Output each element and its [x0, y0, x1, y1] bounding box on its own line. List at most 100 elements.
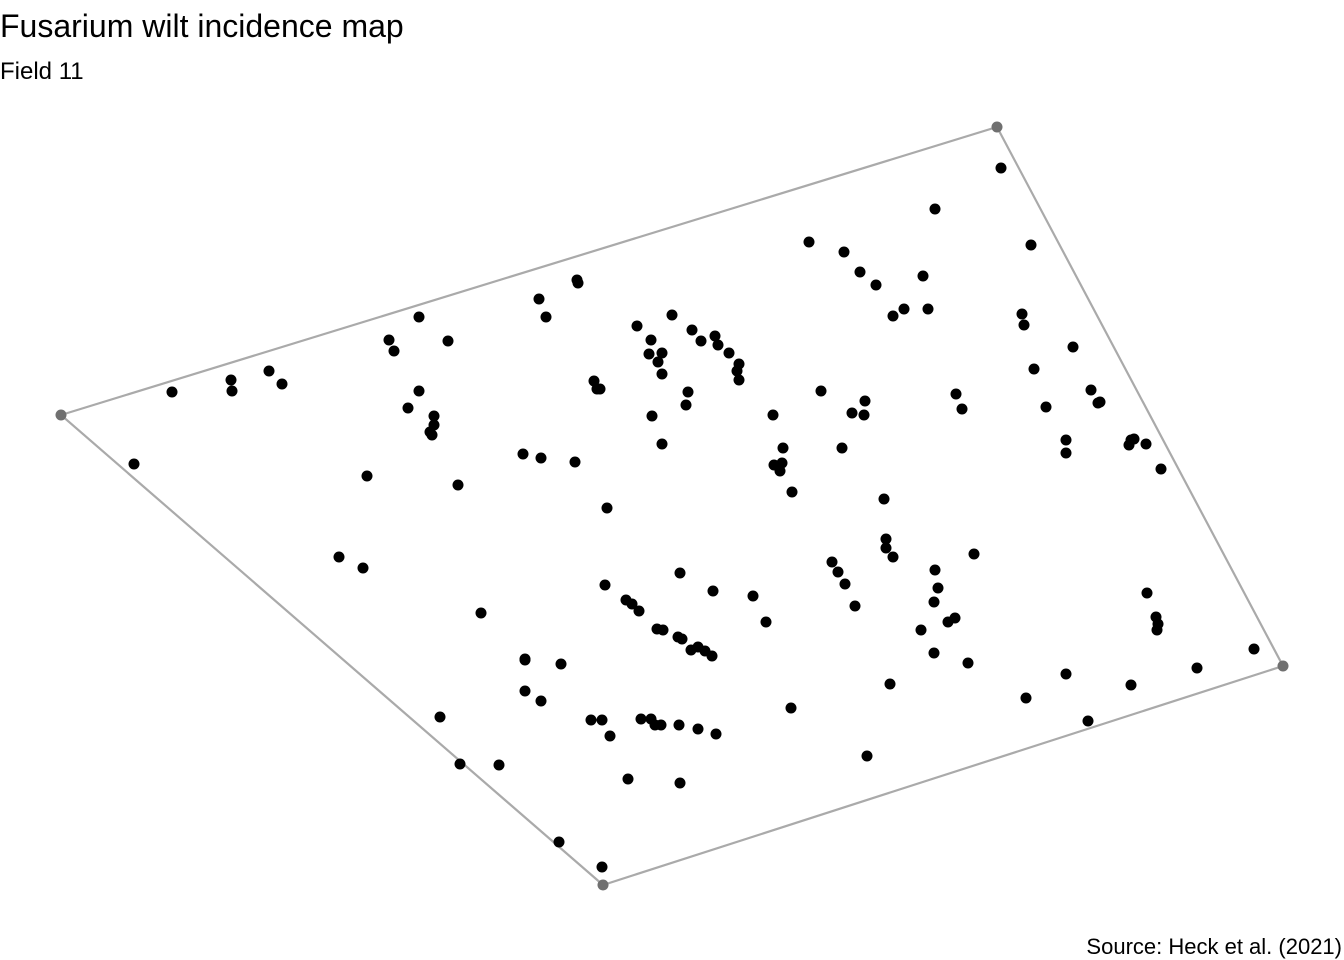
incidence-point-31: [643, 348, 655, 360]
incidence-point-44: [166, 386, 178, 398]
incidence-point-130: [596, 714, 608, 726]
incidence-point-1: [995, 162, 1007, 174]
incidence-point-34: [656, 368, 668, 380]
incidence-point-125: [519, 654, 531, 666]
incidence-point-30: [733, 374, 745, 386]
incidence-point-3: [803, 236, 815, 248]
incidence-point-5: [1025, 239, 1037, 251]
incidence-point-119: [676, 633, 688, 645]
incidence-point-102: [747, 590, 759, 602]
chart-subtitle: Field 11: [0, 58, 84, 85]
incidence-point-16: [413, 311, 425, 323]
incidence-point-91: [887, 551, 899, 563]
incidence-point-88: [878, 493, 890, 505]
incidence-point-23: [686, 324, 698, 336]
incidence-point-92: [968, 548, 980, 560]
incidence-point-18: [388, 345, 400, 357]
incidence-point-49: [128, 458, 140, 470]
boundary-vertex-1: [55, 409, 67, 421]
incidence-point-113: [915, 624, 927, 636]
incidence-point-107: [849, 600, 861, 612]
incidence-point-154: [1248, 643, 1260, 655]
incidence-point-140: [454, 758, 466, 770]
incidence-point-129: [585, 714, 597, 726]
chart-caption: Source: Heck et al. (2021): [1086, 934, 1342, 959]
incidence-point-26: [712, 339, 724, 351]
incidence-point-90: [880, 542, 892, 554]
incidence-point-54: [646, 410, 658, 422]
incidence-point-17: [383, 334, 395, 346]
incidence-point-96: [599, 579, 611, 591]
incidence-point-84: [517, 448, 529, 460]
incidence-point-126: [555, 658, 567, 670]
incidence-point-141: [493, 759, 505, 771]
incidence-points: [128, 162, 1260, 873]
incidence-point-69: [1016, 308, 1028, 320]
incidence-point-83: [1155, 463, 1167, 475]
incidence-point-38: [413, 385, 425, 397]
incidence-point-77: [1060, 434, 1072, 446]
incidence-point-151: [1082, 715, 1094, 727]
incidence-point-62: [836, 442, 848, 454]
incidence-point-57: [767, 409, 779, 421]
incidence-point-52: [682, 386, 694, 398]
incidence-point-89: [880, 533, 892, 545]
incidence-point-135: [655, 719, 667, 731]
incidence-point-137: [692, 723, 704, 735]
boundary-vertex-2: [991, 121, 1003, 133]
incidence-point-78: [1060, 447, 1072, 459]
incidence-point-19: [442, 335, 454, 347]
incidence-point-58: [859, 395, 871, 407]
incidence-point-101: [707, 585, 719, 597]
incidence-point-40: [428, 410, 440, 422]
incidence-point-27: [723, 347, 735, 359]
incidence-point-59: [846, 407, 858, 419]
incidence-point-150: [1060, 668, 1072, 680]
chart-title: Fusarium wilt incidence map: [0, 8, 404, 44]
incidence-point-153: [1191, 662, 1203, 674]
incidence-point-86: [569, 456, 581, 468]
incidence-point-136: [673, 719, 685, 731]
incidence-point-7: [917, 270, 929, 282]
incidence-point-128: [535, 695, 547, 707]
incidence-point-149: [1020, 692, 1032, 704]
incidence-point-11: [922, 303, 934, 315]
incidence-point-60: [858, 409, 870, 421]
incidence-point-73: [1085, 384, 1097, 396]
incidence-point-75: [1094, 396, 1106, 408]
incidence-point-108: [929, 564, 941, 576]
incidence-point-39: [402, 402, 414, 414]
incidence-point-6: [854, 266, 866, 278]
incidence-point-70: [1018, 319, 1030, 331]
incidence-point-104: [826, 556, 838, 568]
incidence-point-43: [426, 429, 438, 441]
incidence-point-55: [656, 438, 668, 450]
incidence-point-114: [928, 647, 940, 659]
incidence-point-32: [656, 347, 668, 359]
incidence-point-47: [263, 365, 275, 377]
incidence-point-37: [594, 383, 606, 395]
incidence-point-2: [929, 203, 941, 215]
incidence-point-142: [622, 773, 634, 785]
incidence-point-20: [631, 320, 643, 332]
incidence-point-82: [1140, 438, 1152, 450]
incidence-point-46: [226, 385, 238, 397]
boundary-vertices: [55, 121, 1289, 891]
incidence-point-117: [657, 624, 669, 636]
incidence-point-21: [645, 334, 657, 346]
incidence-point-68: [956, 403, 968, 415]
incidence-point-22: [666, 309, 678, 321]
incidence-point-13: [572, 277, 584, 289]
incidence-point-132: [635, 713, 647, 725]
incidence-point-93: [333, 551, 345, 563]
incidence-point-29: [731, 365, 743, 377]
incidence-point-24: [695, 335, 707, 347]
incidence-point-67: [950, 388, 962, 400]
field-boundary: [58, 125, 1285, 887]
incidence-point-103: [760, 616, 772, 628]
incidence-point-158: [1151, 624, 1163, 636]
boundary-vertex-4: [597, 879, 609, 891]
incidence-point-76: [1040, 401, 1052, 413]
incidence-point-148: [861, 750, 873, 762]
